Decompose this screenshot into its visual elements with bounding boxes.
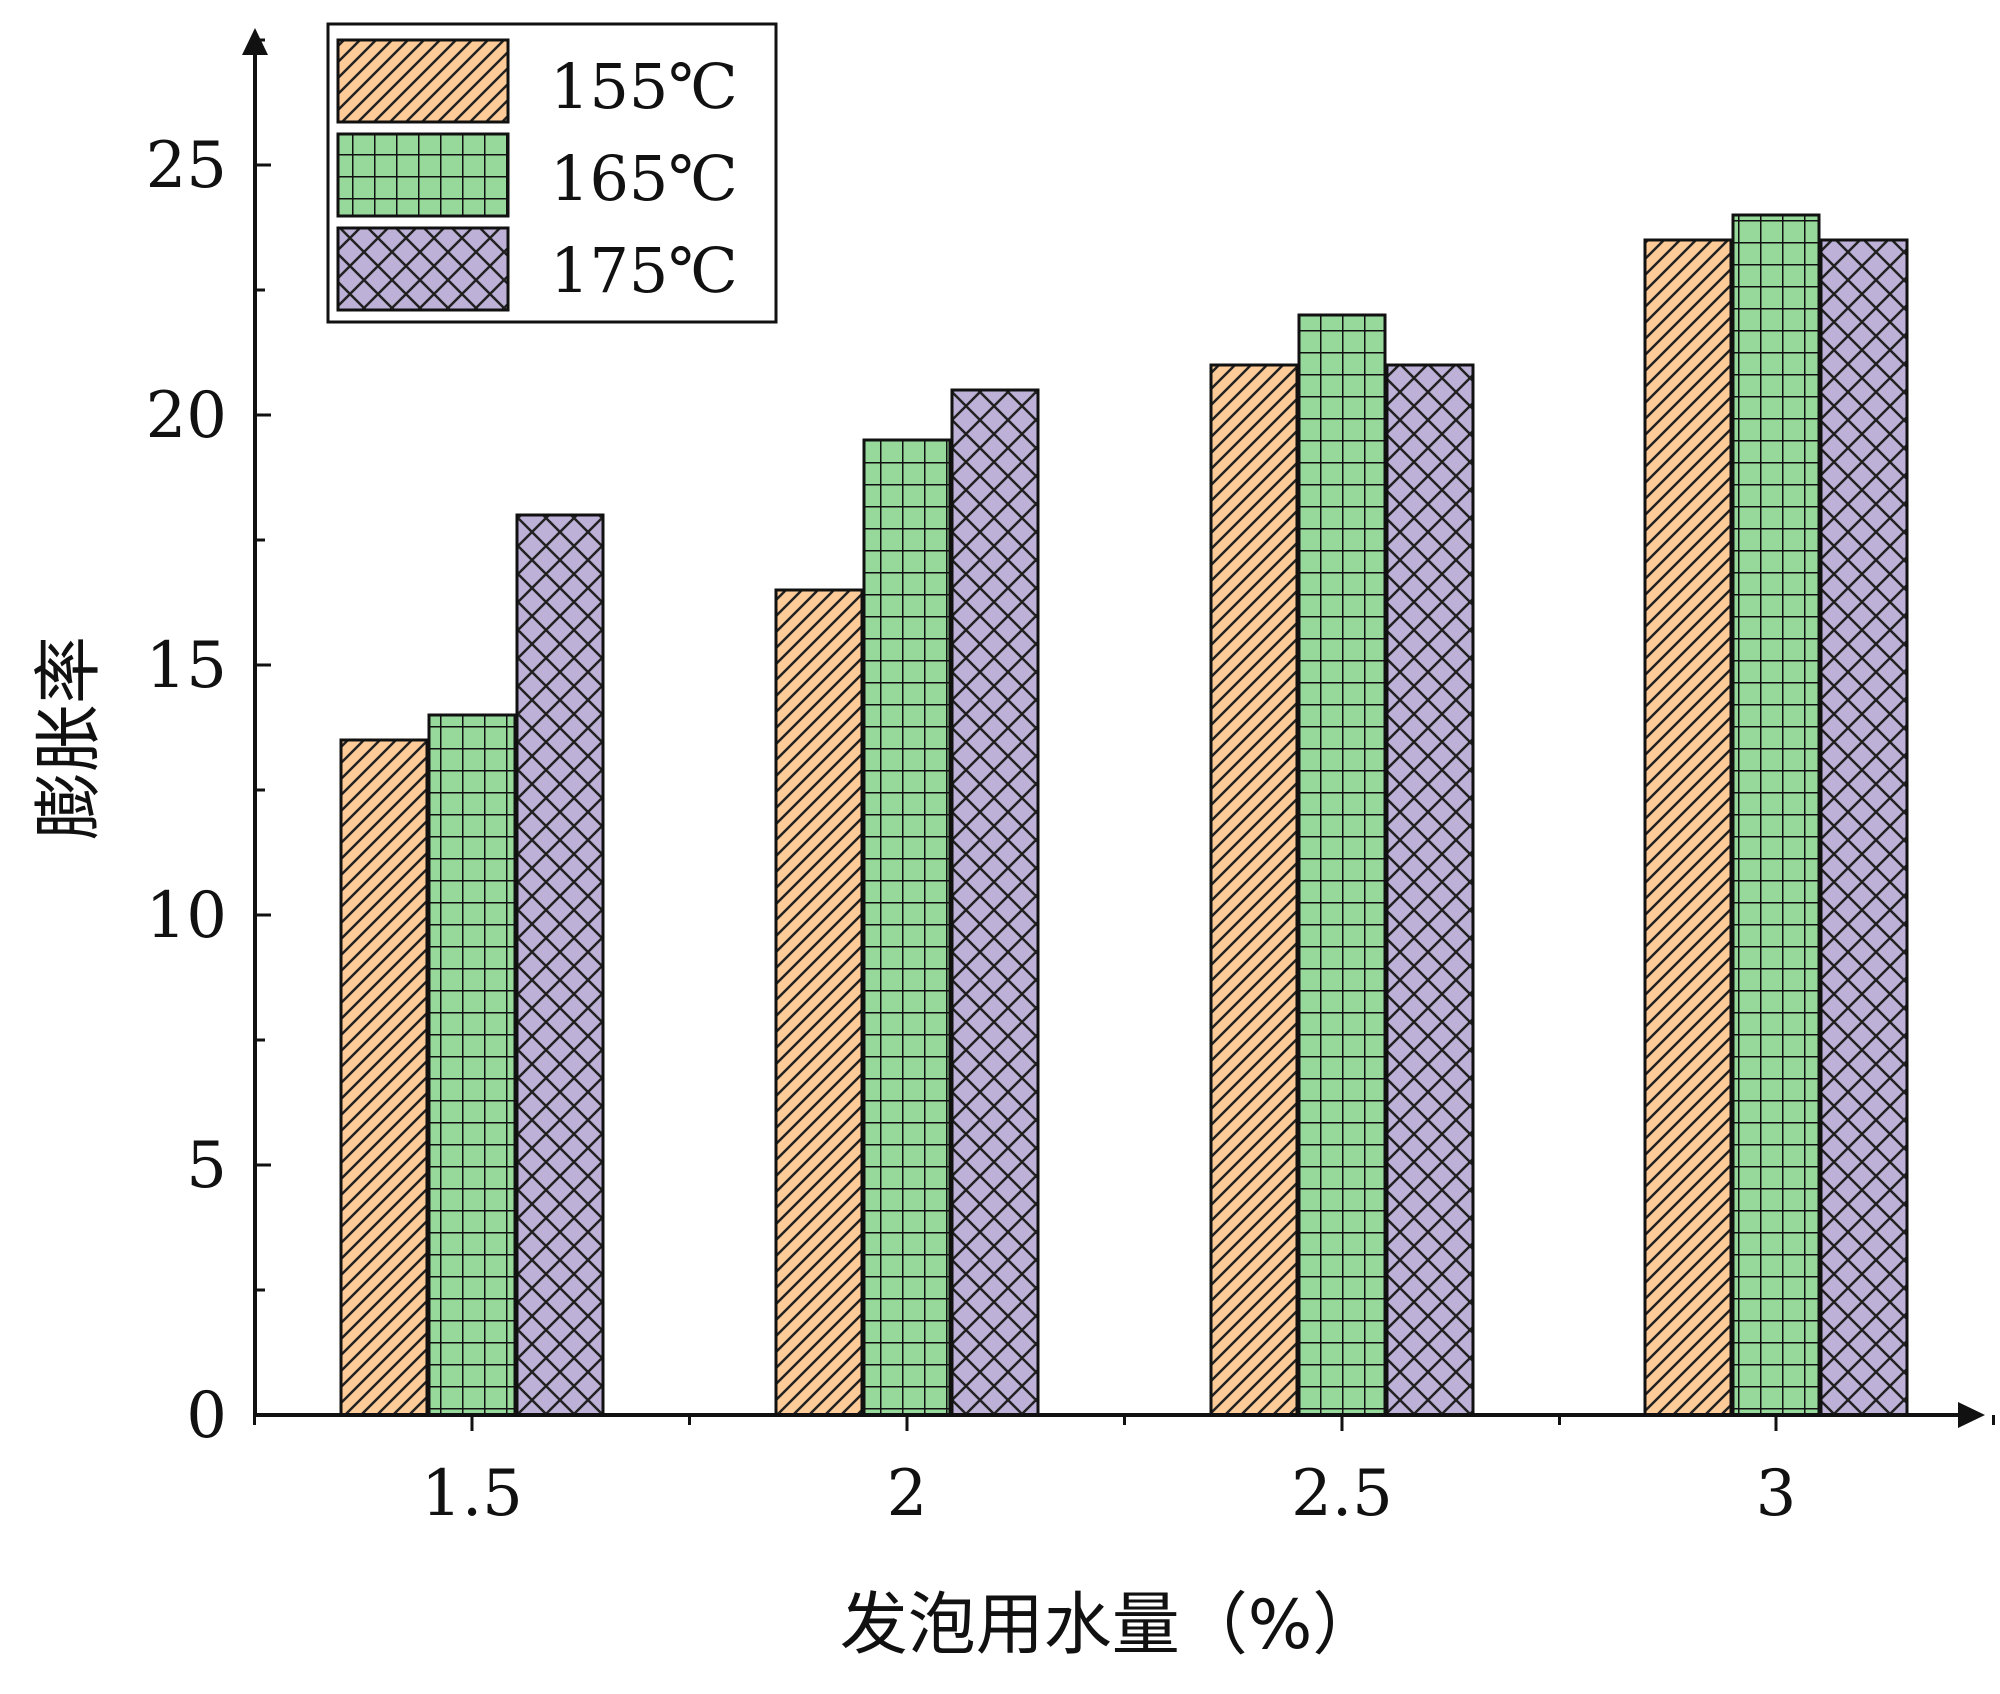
bar-155-x2.5	[1209, 363, 1299, 1417]
legend-swatch-175	[336, 226, 510, 312]
legend-label-175: 175℃	[550, 234, 738, 307]
x-tick-label: 2	[887, 1457, 928, 1531]
x-axis-title: 发泡用水量（%）	[840, 1586, 1381, 1665]
y-tick-label: 20	[146, 379, 227, 453]
y-tick-label: 25	[146, 129, 227, 203]
x-tick-label: 2.5	[1291, 1457, 1393, 1531]
bar-155-x1.5	[339, 738, 429, 1417]
bars-group	[339, 213, 1909, 1417]
y-tick-label: 5	[186, 1129, 227, 1203]
legend: 155℃ 165℃ 175℃	[326, 22, 778, 324]
bar-155-x3	[1643, 238, 1733, 1417]
bar-175-x2	[950, 388, 1040, 1417]
legend-label-155: 155℃	[550, 50, 738, 123]
y-ticks: 0 5 10 15 20 25	[146, 38, 271, 1453]
legend-label-165: 165℃	[550, 142, 738, 215]
x-axis-arrow	[1958, 1402, 1985, 1428]
legend-swatch-155	[336, 38, 510, 124]
bar-175-x3	[1819, 238, 1909, 1417]
bar-165-x3	[1731, 213, 1821, 1417]
x-ticks: 1.5 2 2.5 3	[253, 1415, 1995, 1531]
x-tick-label: 3	[1756, 1457, 1797, 1531]
bar-175-x2.5	[1385, 363, 1475, 1417]
y-tick-label: 10	[146, 879, 227, 953]
axes: 0 5 10 15 20 25 1.5 2 2.5 3	[146, 28, 1995, 1531]
y-tick-label: 0	[186, 1379, 227, 1453]
bar-175-x1.5	[515, 513, 605, 1417]
bar-165-x1.5	[427, 713, 517, 1417]
legend-swatch-165	[336, 132, 510, 218]
bar-165-x2	[862, 438, 952, 1417]
y-tick-label: 15	[146, 629, 227, 703]
y-axis-title: 膨胀率	[30, 636, 109, 840]
bar-165-x2.5	[1297, 313, 1387, 1417]
x-tick-label: 1.5	[421, 1457, 523, 1531]
bar-155-x2	[774, 588, 864, 1417]
